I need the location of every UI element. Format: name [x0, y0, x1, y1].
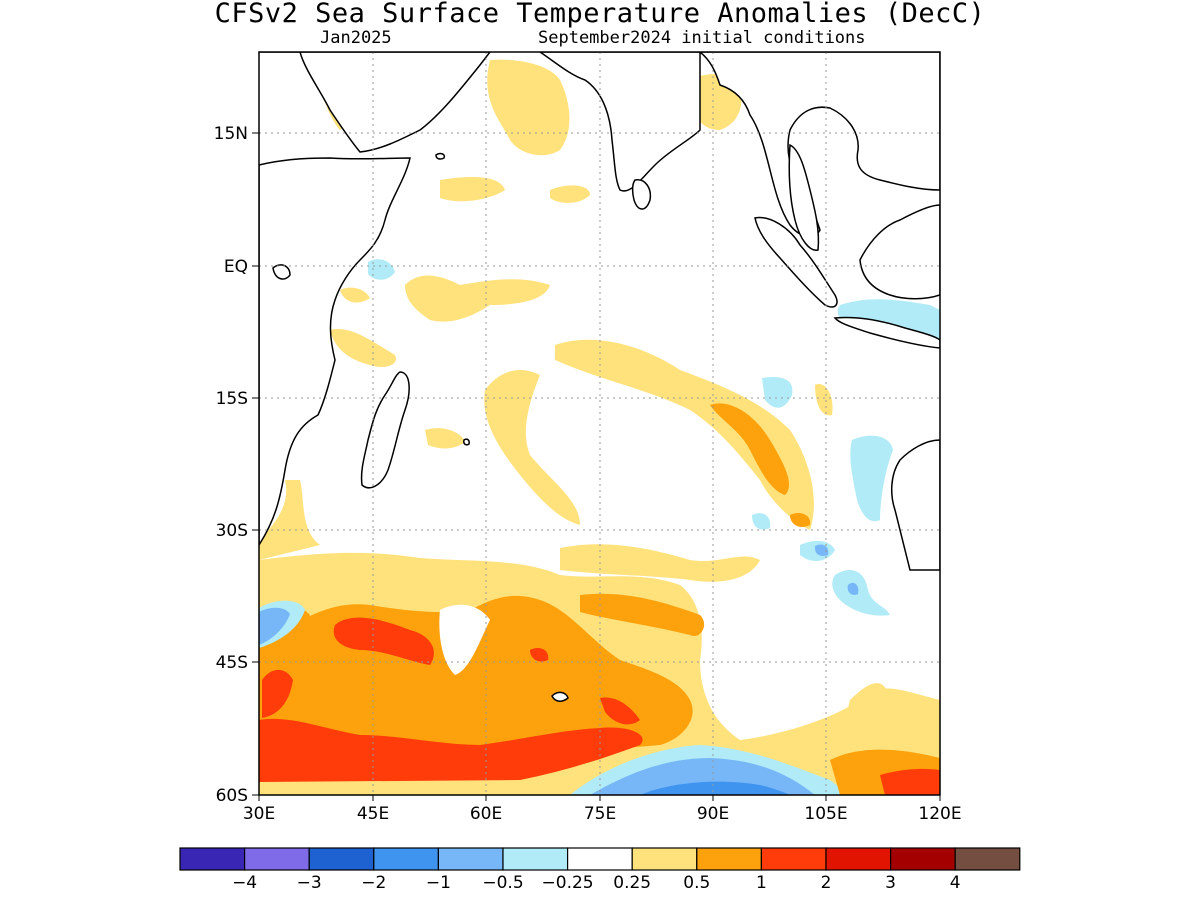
- anomaly-hole-1: [439, 604, 490, 675]
- anomaly-patch-moz: [425, 428, 465, 449]
- lon-label: 90E: [697, 804, 729, 824]
- africa-coast: [259, 52, 491, 153]
- lon-label: 105E: [804, 804, 847, 824]
- colorbar-label: 2: [821, 873, 832, 893]
- lake-victoria: [272, 264, 291, 280]
- colorbar-swatch: [696, 847, 762, 871]
- anomaly-patch-north-1: [440, 177, 505, 202]
- lat-label: EQ: [224, 257, 248, 277]
- anomaly-streak-west: [484, 370, 580, 525]
- anomaly-patch-se-red: [880, 768, 940, 795]
- colorbar-label: −3: [297, 873, 322, 893]
- anomaly-cold-east-3: [832, 570, 890, 616]
- lon-label: 30E: [243, 804, 275, 824]
- anomaly-band-south-red: [259, 718, 643, 782]
- colorbar-label: −4: [232, 873, 257, 893]
- anomaly-patch-red-2: [333, 617, 434, 665]
- anomaly-patch-somalia: [330, 329, 396, 367]
- lon-label: 75E: [584, 804, 616, 824]
- latitude-axis: 15N EQ 15S 30S 45S 60S: [214, 124, 259, 806]
- land-masses: [259, 52, 940, 702]
- colorbar-swatch: [825, 847, 892, 871]
- sumatra: [754, 216, 838, 308]
- colorbar-label: 4: [950, 873, 961, 893]
- lon-label: 60E: [470, 804, 502, 824]
- lon-label: 120E: [918, 804, 961, 824]
- kerguelen: [551, 691, 569, 702]
- lat-label: 15N: [214, 124, 248, 144]
- anomaly-patch-north-2: [550, 185, 590, 203]
- mauritius: [463, 438, 470, 446]
- anomaly-fields: [259, 58, 940, 795]
- anomaly-spot-orange: [790, 513, 811, 527]
- colorbar-label: 3: [885, 873, 896, 893]
- madagascar: [360, 371, 410, 489]
- sri-lanka: [631, 179, 652, 210]
- colorbar-swatch: [179, 847, 246, 871]
- colorbar-swatch: [889, 847, 956, 871]
- anomaly-cold-east-blue-2: [847, 582, 859, 595]
- anomaly-patch-south-yellow-2: [560, 544, 760, 582]
- anomaly-streak-central-orange: [710, 403, 790, 495]
- socotra: [435, 152, 446, 160]
- anomaly-patch-se-yellow: [848, 683, 890, 745]
- colorbar-label: 1: [756, 873, 767, 893]
- colorbar-swatch: [760, 847, 827, 871]
- anomaly-patch-red-3: [262, 669, 293, 718]
- lat-label: 30S: [216, 521, 248, 541]
- forecast-month: Jan2025: [320, 28, 392, 48]
- java: [833, 316, 940, 349]
- indochina: [698, 52, 940, 237]
- anomaly-cold-eq-west: [368, 259, 395, 280]
- map-title: CFSv2 Sea Surface Temperature Anomalies …: [214, 0, 986, 29]
- colorbar-swatch: [502, 847, 569, 871]
- anomaly-cold-east-2: [762, 376, 793, 408]
- colorbar-swatch: [373, 847, 439, 871]
- anomaly-patch-west-coast: [340, 287, 370, 303]
- malay-peninsula: [788, 143, 820, 251]
- colorbar-swatch: [631, 847, 698, 871]
- lat-label: 15S: [216, 389, 248, 409]
- colorbar-label: −0.5: [482, 873, 523, 893]
- india: [538, 52, 701, 192]
- anomaly-patch-red-4: [600, 697, 640, 725]
- colorbar-label: 0.5: [683, 873, 710, 893]
- colorbar-swatch: [244, 847, 310, 871]
- lat-label: 60S: [216, 786, 248, 806]
- anomaly-patch-south-yellow-3: [420, 562, 520, 587]
- colorbar-label: −0.25: [542, 873, 594, 893]
- lon-label: 45E: [357, 804, 389, 824]
- anomaly-cold-sw-blue: [259, 607, 290, 645]
- anomaly-cold-east-5: [752, 513, 771, 530]
- anomaly-patch-red-5: [530, 648, 549, 662]
- longitude-axis: 30E 45E 60E 75E 90E 105E 120E: [243, 795, 962, 824]
- anomaly-patch-orange-2: [580, 593, 705, 636]
- anomaly-patch-arabian: [487, 59, 570, 156]
- borneo: [859, 204, 940, 300]
- colorbar-swatch: [566, 847, 633, 871]
- colorbar-swatch: [308, 847, 375, 871]
- colorbar-swatch: [437, 847, 504, 871]
- anomaly-streak-central: [555, 339, 814, 530]
- graticule: [259, 52, 940, 795]
- colorbar-label: 0.25: [613, 873, 651, 893]
- colorbar-label: −2: [361, 873, 386, 893]
- anomaly-cold-east-1: [850, 435, 893, 522]
- anomaly-patch-eq-yellow: [405, 275, 550, 322]
- anomaly-cold-east-blue-1: [814, 544, 829, 556]
- initial-conditions: September2024 initial conditions: [538, 28, 866, 48]
- lat-label: 45S: [216, 653, 248, 673]
- africa-east-coast: [259, 157, 411, 547]
- colorbar-swatch: [954, 847, 1021, 871]
- anomaly-patch-east-yellow: [815, 384, 833, 416]
- anomaly-patch-sw-yellow: [259, 480, 320, 560]
- colorbar-label: −1: [426, 873, 451, 893]
- colorbar: −4 −3 −2 −1 −0.5 −0.25 0.25 0.5 1 2 3 4: [179, 847, 1021, 893]
- anomaly-cold-south-darkblue: [640, 781, 790, 795]
- australia: [890, 439, 940, 571]
